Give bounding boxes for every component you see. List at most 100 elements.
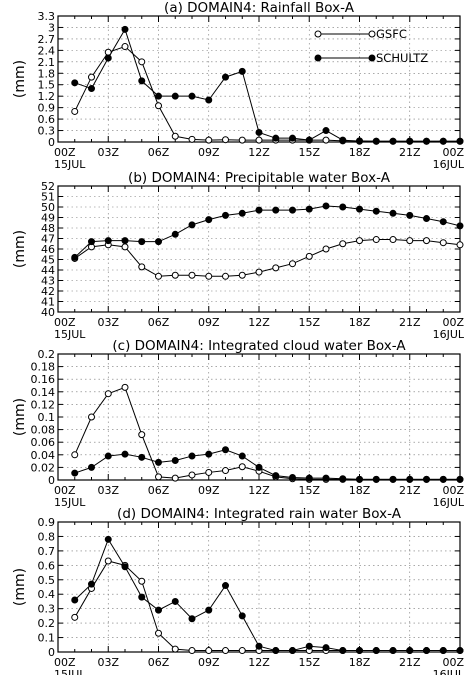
data-point — [138, 238, 146, 246]
data-point — [222, 211, 229, 219]
x-date-label: 15JUL — [54, 158, 86, 171]
x-tick-label: 21Z — [399, 146, 421, 159]
data-point — [88, 73, 95, 81]
data-point — [88, 85, 95, 93]
y-tick-label: 2.4 — [38, 44, 56, 57]
data-point — [356, 137, 363, 145]
data-point — [222, 73, 229, 81]
data-point — [305, 205, 313, 213]
legend-marker — [368, 30, 376, 38]
y-tick-label: 0.4 — [38, 588, 56, 601]
series-line — [74, 560, 460, 652]
y-tick-label: 1.8 — [38, 67, 56, 80]
data-point — [372, 137, 380, 145]
data-point — [456, 475, 464, 483]
data-point — [372, 475, 380, 483]
y-axis-label: (mm) — [12, 60, 28, 98]
data-point — [71, 613, 79, 621]
data-point — [289, 473, 296, 481]
y-tick-label: 0.1 — [38, 632, 56, 645]
data-point — [121, 237, 129, 245]
data-point — [439, 218, 447, 226]
data-point — [104, 452, 112, 460]
data-point — [188, 92, 196, 100]
y-tick-label: 0.7 — [38, 545, 56, 558]
data-point — [88, 463, 95, 471]
data-point — [372, 647, 380, 655]
data-point — [322, 474, 330, 482]
data-point — [356, 237, 363, 245]
data-point — [71, 451, 79, 459]
y-tick-label: 0.5 — [38, 574, 56, 587]
data-point — [205, 450, 213, 458]
series-line — [74, 205, 461, 258]
legend-marker — [368, 54, 376, 62]
y-tick-label: 48 — [41, 222, 55, 235]
y-tick-label: 0.02 — [31, 461, 56, 474]
data-point — [171, 132, 179, 140]
series-line — [74, 386, 460, 480]
data-point — [155, 238, 162, 246]
data-point — [322, 127, 330, 135]
data-point — [289, 206, 296, 214]
data-point — [439, 239, 447, 247]
data-point — [171, 271, 179, 279]
data-point — [456, 647, 464, 655]
data-point — [255, 642, 263, 650]
data-point — [71, 469, 79, 477]
data-point — [255, 128, 263, 136]
data-point — [439, 137, 447, 145]
panel-0: (a) DOMAIN4: Rainfall Box-A 00.30.60.91.2… — [12, 0, 465, 171]
data-point — [389, 475, 397, 483]
data-point — [88, 238, 95, 246]
x-tick-label: 03Z — [97, 656, 119, 669]
data-point — [372, 236, 380, 244]
data-point — [322, 644, 330, 652]
y-tick-label: 0.3 — [38, 603, 56, 616]
data-point — [188, 221, 196, 229]
x-tick-label: 00Z — [442, 316, 464, 329]
data-point — [456, 241, 464, 249]
y-tick-label: 0.2 — [38, 617, 56, 630]
data-point — [289, 134, 296, 142]
y-tick-label: 0.04 — [31, 449, 56, 462]
y-tick-label: 0.9 — [38, 102, 56, 115]
y-tick-label: 0.18 — [31, 361, 56, 374]
x-tick-label: 00Z — [442, 484, 464, 497]
data-point — [222, 582, 229, 590]
y-tick-label: 1.2 — [38, 90, 56, 103]
data-point — [188, 135, 196, 143]
y-axis-label: (mm) — [12, 230, 28, 268]
panel-1: (b) DOMAIN4: Precipitable water Box-A404… — [12, 170, 465, 341]
y-tick-label: 2.7 — [38, 33, 56, 46]
x-tick-label: 00Z — [442, 656, 464, 669]
x-date-label: 16JUL — [433, 158, 465, 171]
x-tick-label: 00Z — [442, 146, 464, 159]
x-tick-label: 06Z — [148, 146, 170, 159]
data-point — [138, 77, 146, 85]
x-tick-label: 12Z — [248, 484, 270, 497]
x-tick-label: 09Z — [198, 146, 220, 159]
y-tick-label: 50 — [41, 201, 55, 214]
data-point — [188, 615, 196, 623]
data-point — [255, 463, 263, 471]
y-tick-label: 0 — [48, 474, 55, 487]
x-tick-label: 18Z — [349, 484, 371, 497]
y-tick-label: 2.1 — [38, 56, 56, 69]
x-date-label: 16JUL — [433, 668, 465, 675]
panel-title: (c) DOMAIN4: Integrated cloud water Box-… — [112, 338, 406, 354]
data-point — [88, 580, 95, 588]
data-point — [423, 137, 430, 145]
data-point — [155, 629, 162, 637]
panel-title: (d) DOMAIN4: Integrated rain water Box-A — [117, 506, 402, 522]
y-tick-label: 0.3 — [38, 125, 56, 138]
y-tick-label: 0.14 — [31, 386, 56, 399]
data-point — [238, 67, 246, 75]
x-date-label: 15JUL — [54, 668, 86, 675]
data-point — [439, 475, 447, 483]
y-axis-label: (mm) — [12, 398, 28, 436]
data-point — [456, 137, 464, 145]
data-point — [423, 475, 430, 483]
data-point — [406, 137, 414, 145]
series-line — [74, 239, 461, 277]
